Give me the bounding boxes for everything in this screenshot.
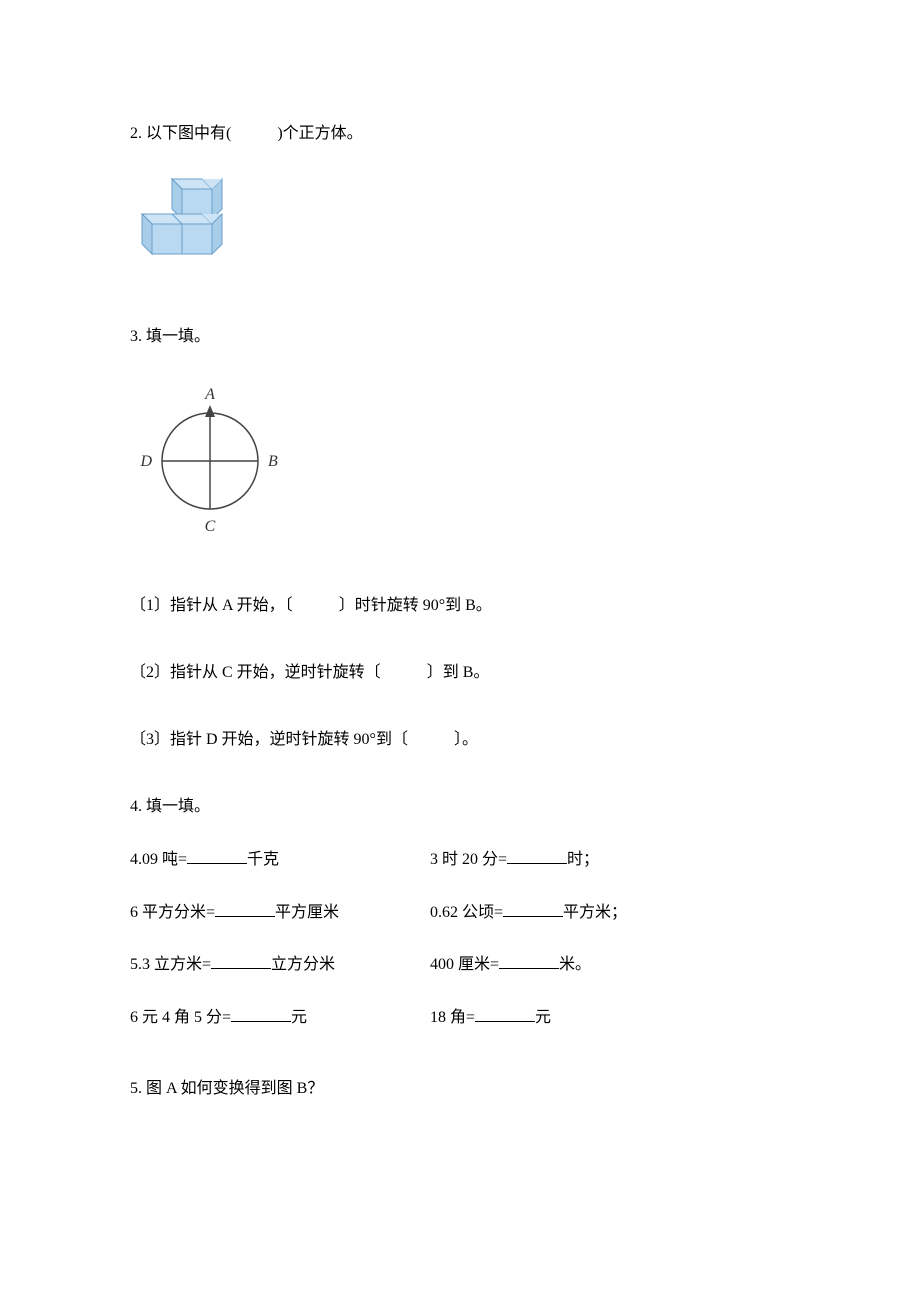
q4-r2-la: 平方厘米: [275, 904, 339, 921]
question-2: 2. 以下图中有( )个正方体。: [130, 120, 790, 285]
q4-row-1: 4.09 吨= 千克 3 时 20 分= 时；: [130, 841, 790, 879]
question-4: 4. 填一填。 4.09 吨= 千克 3 时 20 分= 时； 6 平方分米= 平方厘…: [130, 793, 790, 1037]
q4-r2-rb: 0.62 公顷=: [430, 904, 503, 921]
question-3: 3. 填一填。 A B C D 〔1〕指针从 A 开始，〔 〕时针旋转 90°到 …: [130, 323, 790, 755]
q4-r2-lb: 6 平方分米=: [130, 904, 215, 921]
q4-r3-rb: 400 厘米=: [430, 956, 499, 973]
q4-r3-left: 5.3 立方米= 立方分米: [130, 946, 430, 984]
q2-after: )个正方体。: [277, 125, 362, 142]
q4-title: 填一填。: [146, 798, 210, 815]
blank: [211, 953, 271, 969]
q4-r4-rb: 18 角=: [430, 1009, 475, 1026]
blank: [475, 1006, 535, 1022]
q3-2-after: 〕到 B。: [427, 664, 490, 681]
q3-1-before: 〔1〕指针从 A 开始，〔: [130, 597, 293, 614]
q4-row-4: 6 元 4 角 5 分= 元 18 角= 元: [130, 999, 790, 1037]
q3-item-2: 〔2〕指针从 C 开始，逆时针旋转〔 〕到 B。: [130, 659, 790, 688]
blank: [503, 901, 563, 917]
q3-title: 填一填。: [146, 328, 210, 345]
label-a: A: [204, 386, 215, 403]
q2-text: 2. 以下图中有( )个正方体。: [130, 120, 790, 149]
q3-2-before: 〔2〕指针从 C 开始，逆时针旋转〔: [130, 664, 381, 681]
q2-num: 2.: [130, 125, 142, 142]
q4-r2-ra: 平方米；: [563, 904, 627, 921]
q4-r4-left: 6 元 4 角 5 分= 元: [130, 999, 430, 1037]
q3-item-1: 〔1〕指针从 A 开始，〔 〕时针旋转 90°到 B。: [130, 592, 790, 621]
question-5: 5. 图 A 如何变换得到图 B？: [130, 1075, 790, 1104]
q4-r4-la: 元: [291, 1009, 307, 1026]
q4-num: 4.: [130, 798, 142, 815]
q3-3-before: 〔3〕指针 D 开始，逆时针旋转 90°到〔: [130, 731, 408, 748]
blank: [507, 848, 567, 864]
label-c: C: [205, 518, 216, 535]
q4-r2-left: 6 平方分米= 平方厘米: [130, 894, 430, 932]
q4-r1-left: 4.09 吨= 千克: [130, 841, 430, 879]
q5-text: 图 A 如何变换得到图 B？: [146, 1080, 323, 1097]
q5-num: 5.: [130, 1080, 142, 1097]
blank: [215, 901, 275, 917]
q4-r4-ra: 元: [535, 1009, 551, 1026]
blank: [187, 848, 247, 864]
blank: [231, 1006, 291, 1022]
q4-r4-right: 18 角= 元: [430, 999, 790, 1037]
q4-r1-right: 3 时 20 分= 时；: [430, 841, 790, 879]
q4-r1-rb: 3 时 20 分=: [430, 851, 507, 868]
blank: [499, 953, 559, 969]
q4-r3-lb: 5.3 立方米=: [130, 956, 211, 973]
circle-figure: A B C D: [140, 381, 790, 552]
label-b: B: [268, 453, 278, 470]
q4-title-line: 4. 填一填。: [130, 793, 790, 822]
cubes-icon: [130, 169, 260, 274]
label-d: D: [140, 453, 152, 470]
q4-r3-la: 立方分米: [271, 956, 335, 973]
q4-r3-right: 400 厘米= 米。: [430, 946, 790, 984]
q4-r1-lb: 4.09 吨=: [130, 851, 187, 868]
q4-r4-lb: 6 元 4 角 5 分=: [130, 1009, 231, 1026]
q4-row-3: 5.3 立方米= 立方分米 400 厘米= 米。: [130, 946, 790, 984]
q3-num: 3.: [130, 328, 142, 345]
cube-figure: [130, 169, 790, 285]
compass-circle-icon: A B C D: [140, 381, 280, 541]
q3-item-3: 〔3〕指针 D 开始，逆时针旋转 90°到〔 〕。: [130, 726, 790, 755]
q3-1-after: 〕时针旋转 90°到 B。: [339, 597, 492, 614]
q2-before: 以下图中有(: [146, 125, 231, 142]
q4-r1-ra: 时；: [567, 851, 599, 868]
q4-r2-right: 0.62 公顷= 平方米；: [430, 894, 790, 932]
q3-title-line: 3. 填一填。: [130, 323, 790, 352]
q3-3-after: 〕。: [454, 731, 478, 748]
q4-r3-ra: 米。: [559, 956, 591, 973]
q4-row-2: 6 平方分米= 平方厘米 0.62 公顷= 平方米；: [130, 894, 790, 932]
q4-r1-la: 千克: [247, 851, 279, 868]
